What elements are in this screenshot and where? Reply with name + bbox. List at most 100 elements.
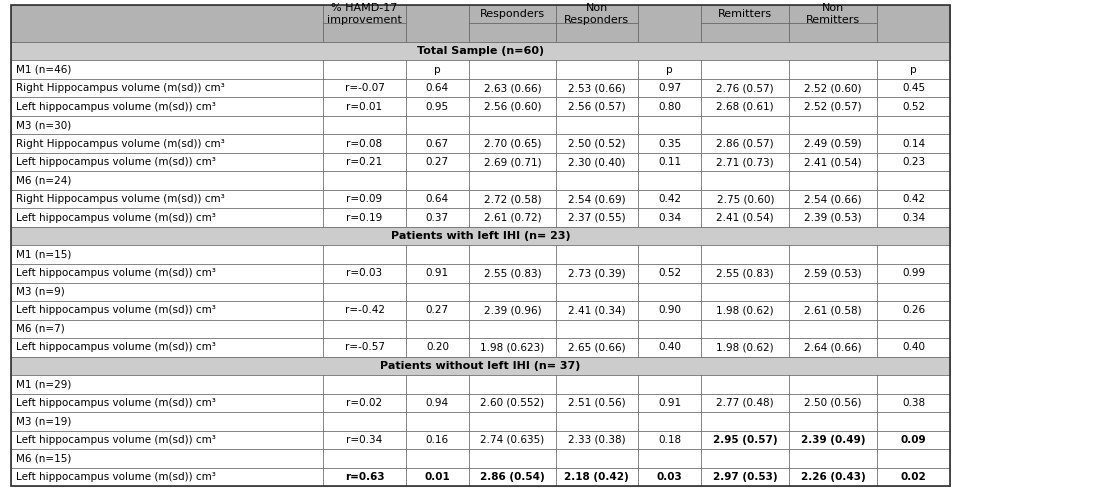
Bar [11,431,323,449]
Bar [789,301,877,320]
Bar [701,116,789,135]
Bar [556,301,638,320]
Bar [470,264,556,282]
Bar [406,190,470,209]
Bar [638,375,701,394]
Bar [406,97,470,116]
Text: Right Hippocampus volume (m(sd)) cm³: Right Hippocampus volume (m(sd)) cm³ [16,139,225,149]
Text: 0.64: 0.64 [426,194,449,204]
Bar [11,356,950,375]
Bar [877,338,950,356]
Bar [638,246,701,264]
Bar [470,282,556,301]
Text: 2.59 (0.53): 2.59 (0.53) [804,268,862,278]
Text: 0.26: 0.26 [902,305,925,315]
Bar [323,375,406,394]
Bar [789,135,877,153]
Text: 2.63 (0.66): 2.63 (0.66) [484,83,541,93]
Bar [11,116,323,135]
Text: 2.52 (0.60): 2.52 (0.60) [804,83,862,93]
Bar [406,394,470,412]
Bar [789,79,877,97]
Bar [789,394,877,412]
Text: 0.90: 0.90 [659,305,681,315]
Text: Responders: Responders [480,9,544,19]
Bar [701,5,789,24]
Bar [556,153,638,171]
Text: 2.76 (0.57): 2.76 (0.57) [717,83,774,93]
Bar [877,153,950,171]
Text: 2.37 (0.55): 2.37 (0.55) [568,213,626,223]
Bar [406,375,470,394]
Bar [323,153,406,171]
Bar [406,60,470,79]
Text: 2.41 (0.34): 2.41 (0.34) [568,305,626,315]
Bar [701,320,789,338]
Bar [877,246,950,264]
Text: 0.34: 0.34 [659,213,681,223]
Bar [470,246,556,264]
Bar [877,301,950,320]
Bar [406,246,470,264]
Bar [638,467,701,486]
Bar [11,190,323,209]
Text: 2.54 (0.69): 2.54 (0.69) [568,194,626,204]
Text: r=-0.07: r=-0.07 [344,83,385,93]
Text: 0.91: 0.91 [659,398,681,408]
Text: % HAMD-17
improvement: % HAMD-17 improvement [328,3,402,25]
Text: M3 (n=9): M3 (n=9) [16,287,65,297]
Bar [789,246,877,264]
Bar [701,394,789,412]
Text: 0.27: 0.27 [426,305,449,315]
Bar [470,97,556,116]
Text: 2.61 (0.58): 2.61 (0.58) [804,305,862,315]
Text: 0.09: 0.09 [901,435,926,445]
Bar [406,116,470,135]
Text: 0.91: 0.91 [426,268,449,278]
Bar [638,5,701,42]
Bar [789,209,877,227]
Bar [877,5,950,42]
Bar [556,135,638,153]
Bar [556,246,638,264]
Bar [701,431,789,449]
Bar [638,190,701,209]
Text: Right Hippocampus volume (m(sd)) cm³: Right Hippocampus volume (m(sd)) cm³ [16,83,225,93]
Text: 2.71 (0.73): 2.71 (0.73) [717,157,774,167]
Bar [406,264,470,282]
Bar [11,449,323,467]
Text: Right Hippocampus volume (m(sd)) cm³: Right Hippocampus volume (m(sd)) cm³ [16,194,225,204]
Text: 2.41 (0.54): 2.41 (0.54) [717,213,774,223]
Bar [470,60,556,79]
Text: 0.16: 0.16 [426,435,449,445]
Text: Total Sample (n=60): Total Sample (n=60) [417,46,544,56]
Bar [11,171,323,190]
Bar [789,153,877,171]
Text: 2.65 (0.66): 2.65 (0.66) [568,342,626,352]
Bar [406,449,470,467]
Text: 2.86 (0.54): 2.86 (0.54) [480,472,544,482]
Text: 2.52 (0.57): 2.52 (0.57) [804,102,862,111]
Bar [701,412,789,431]
Text: 0.42: 0.42 [659,194,681,204]
Bar [877,190,950,209]
Bar [11,227,950,246]
Bar [638,153,701,171]
Text: 0.37: 0.37 [426,213,449,223]
Bar [556,338,638,356]
Bar [877,135,950,153]
Text: Patients with left IHI (n= 23): Patients with left IHI (n= 23) [391,231,570,241]
Bar [406,171,470,190]
Text: 2.72 (0.58): 2.72 (0.58) [484,194,541,204]
Text: 0.40: 0.40 [902,342,925,352]
Bar [556,394,638,412]
Bar [11,79,323,97]
Bar [701,24,789,42]
Bar [323,394,406,412]
Bar [789,467,877,486]
Bar [323,449,406,467]
Text: 2.41 (0.54): 2.41 (0.54) [804,157,862,167]
Text: Left hippocampus volume (m(sd)) cm³: Left hippocampus volume (m(sd)) cm³ [16,305,216,315]
Text: 2.39 (0.49): 2.39 (0.49) [800,435,865,445]
Bar [556,190,638,209]
